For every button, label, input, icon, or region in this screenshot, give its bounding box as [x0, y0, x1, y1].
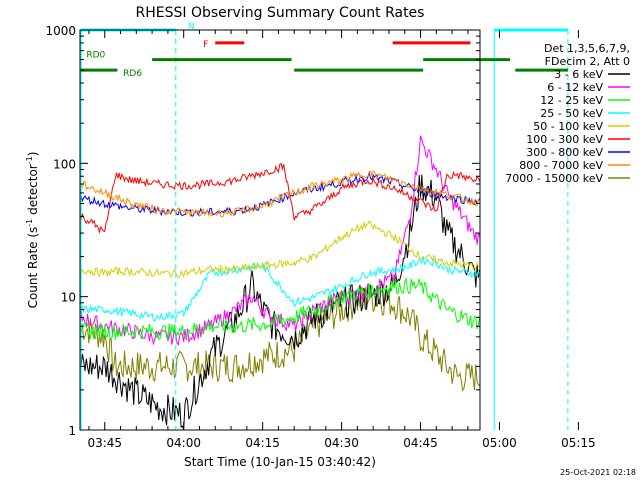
series-line-8: [80, 284, 480, 392]
chart-title: RHESSI Observing Summary Count Rates: [136, 5, 425, 21]
series-line-4: [80, 220, 480, 278]
timestamp: 25-Oct-2021 02:18: [560, 468, 636, 477]
legend-label-8: 7000 - 15000 keV: [505, 172, 603, 185]
state-label-N: N: [188, 22, 195, 32]
legend-label-5: 100 - 300 keV: [526, 133, 603, 146]
legend-label-7: 800 - 7000 keV: [519, 159, 603, 172]
legend-label-3: 25 - 50 keV: [540, 107, 603, 120]
series-line-5: [80, 162, 480, 234]
legend: Det 1,3,5,6,7,9, FDecim 2, Att 0 3 - 6 k…: [505, 42, 630, 185]
legend-label-4: 50 - 100 keV: [533, 120, 603, 133]
x-tick-label: 05:00: [482, 436, 517, 450]
series-group: [80, 135, 480, 430]
x-tick-label: 04:00: [166, 436, 201, 450]
state-label-RD6: RD6: [123, 69, 142, 79]
x-tick-label: 04:15: [245, 436, 280, 450]
legend-title-2: FDecim 2, Att 0: [545, 55, 630, 68]
x-tick-label: 05:15: [561, 436, 596, 450]
plot-frame: [79, 29, 481, 431]
series-line-7: [81, 169, 480, 218]
x-tick-label: 04:30: [324, 436, 359, 450]
y-tick-label: 1000: [45, 24, 76, 38]
legend-label-0: 3 - 6 keV: [554, 68, 603, 81]
state-label-RD0: RD0: [86, 51, 105, 61]
x-tick-label: 03:45: [87, 436, 122, 450]
state-label-F: F: [203, 40, 208, 50]
series-line-2: [80, 276, 480, 341]
y-axis-label: Count Rate (s-1 detector-1): [25, 152, 40, 309]
legend-label-2: 12 - 25 keV: [540, 94, 603, 107]
series-line-6: [80, 170, 480, 217]
legend-label-1: 6 - 12 keV: [547, 81, 603, 94]
series-line-1: [80, 135, 480, 346]
y-tick-label: 100: [53, 157, 76, 171]
y-tick-label: 10: [61, 291, 76, 305]
legend-label-6: 300 - 800 keV: [526, 146, 603, 159]
y-tick-label: 1: [68, 424, 76, 438]
x-axis-label: Start Time (10-Jan-15 03:40:42): [184, 455, 376, 469]
legend-title-1: Det 1,3,5,6,7,9,: [544, 42, 630, 55]
series-line-3: [80, 256, 480, 322]
x-tick-label: 04:45: [403, 436, 438, 450]
axes: 03:45 04:00 04:15 04:30 04:45 05:00 05:15 1 10 10…: [45, 24, 595, 450]
